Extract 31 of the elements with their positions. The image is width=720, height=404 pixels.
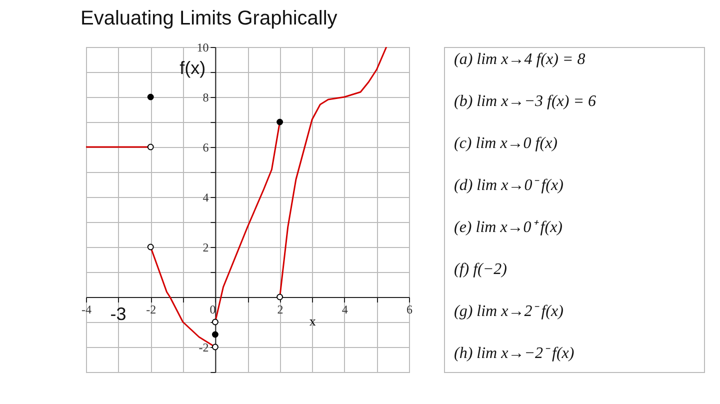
x-tick-label: 6 (406, 302, 412, 316)
point (147, 94, 154, 100)
text: (a) lim x→4 f(x) = 8 (454, 51, 586, 68)
x-tick-label: 4 (342, 302, 348, 316)
y-tick-label: 2 (202, 240, 209, 254)
x-tick-label: -2 (146, 302, 156, 316)
y-tick-label: 4 (202, 190, 209, 204)
y-tick-label: 10 (196, 40, 209, 54)
point (147, 244, 154, 250)
point (212, 344, 218, 350)
text: (d) lim x→0⁻ f(x) (454, 177, 564, 194)
point (212, 331, 218, 338)
point (212, 318, 218, 326)
text: (f) f(−2) (454, 261, 507, 278)
point (276, 294, 284, 300)
point (276, 118, 284, 126)
text: (g) lim x→2⁻ f(x) (454, 303, 564, 320)
x-tick-label: 2 (277, 302, 284, 316)
text: (e) lim x→0⁺ f(x) (454, 219, 563, 236)
y-tick-label: 8 (202, 90, 209, 104)
x-tick-label: -4 (82, 302, 92, 316)
text: (b) lim x→−3 f(x) = 6 (454, 93, 596, 110)
annotation: f(x) (180, 58, 206, 78)
chart-title: Evaluating Limits Graphically (80, 8, 338, 30)
y-tick-label: 6 (202, 140, 209, 154)
point (147, 144, 154, 150)
text: (h) lim x→−2⁻ f(x) (454, 345, 574, 362)
y-tick-label: -2 (198, 340, 209, 354)
text: (c) lim x→0 f(x) (454, 135, 558, 152)
x-axis-title: x (309, 314, 316, 328)
annotation: -3 (110, 304, 126, 324)
